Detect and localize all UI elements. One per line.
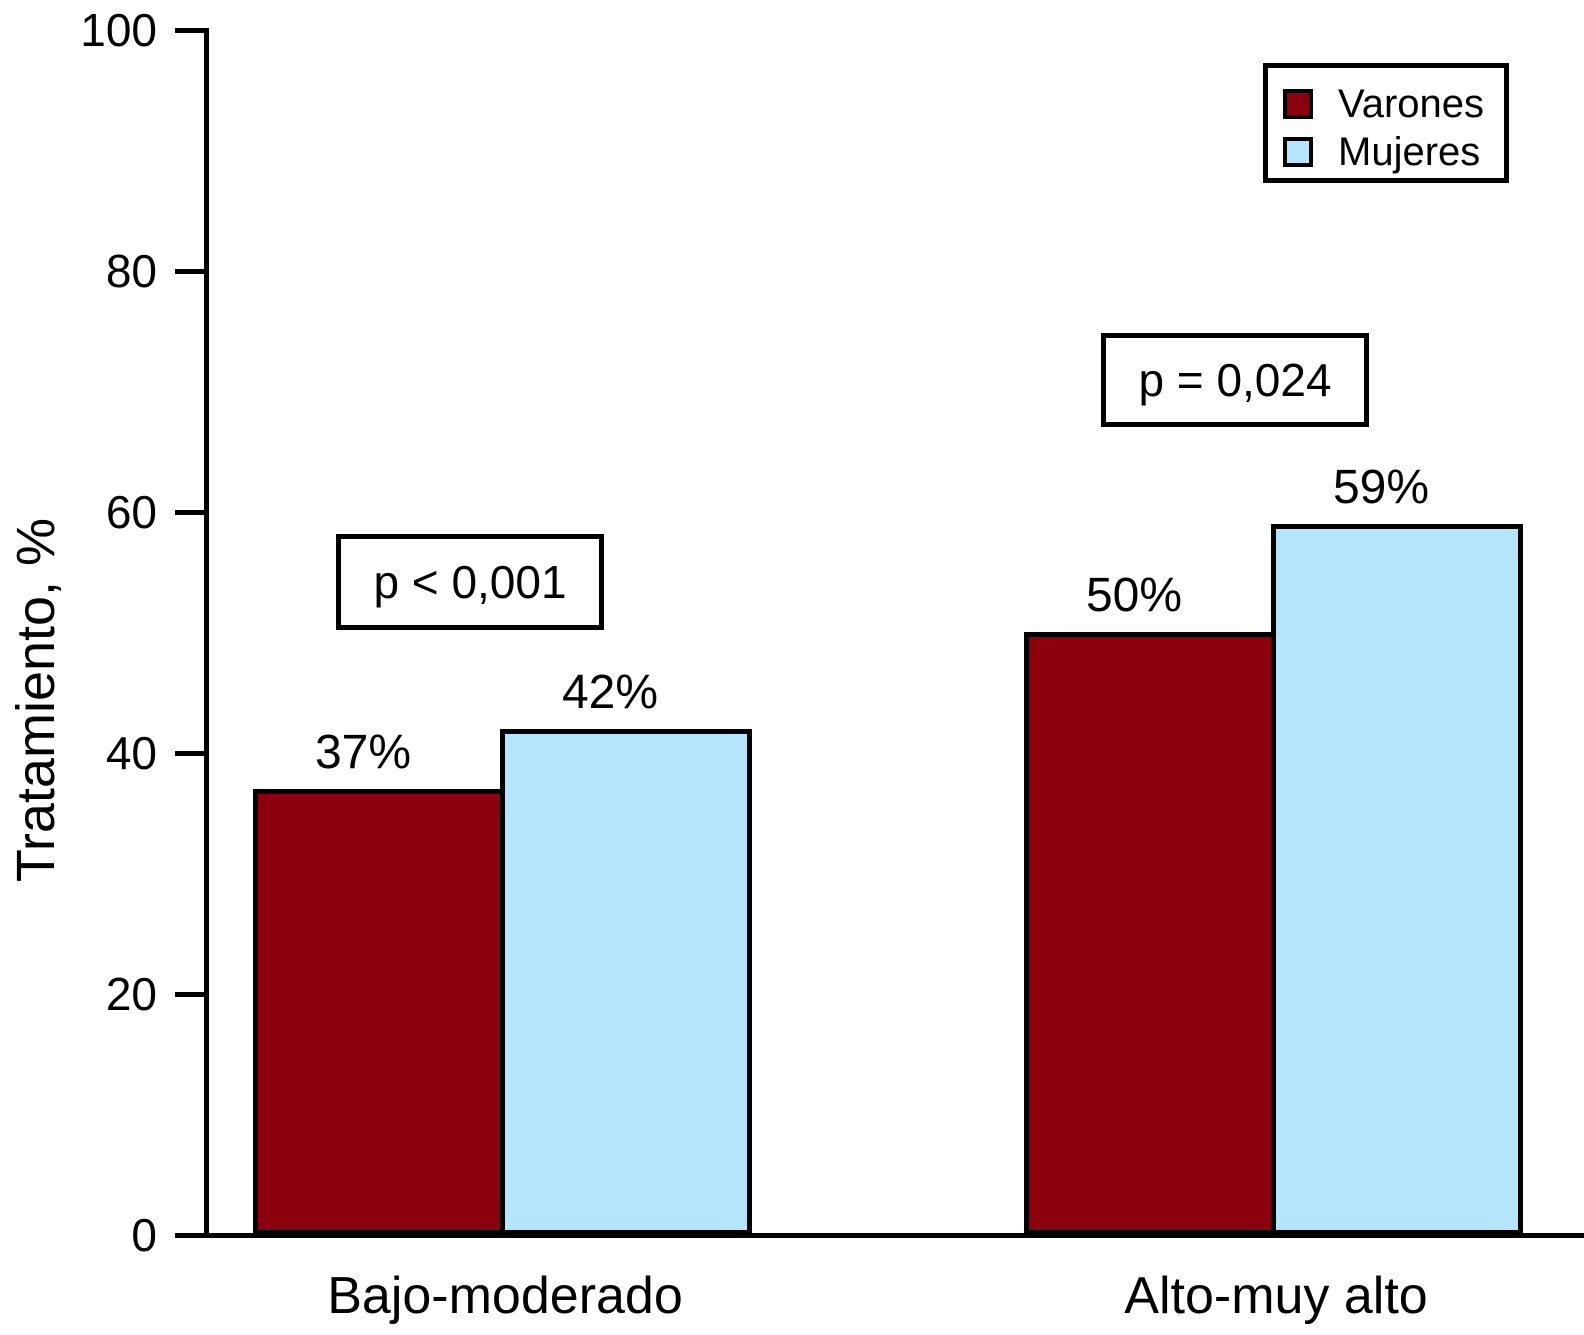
legend-swatch-mujeres — [1283, 137, 1313, 167]
p-value-box-alto-muy-alto: p = 0,024 — [1101, 333, 1369, 427]
y-tick — [175, 992, 205, 997]
x-category-label-alto-muy-alto: Alto-muy alto — [1124, 1267, 1428, 1325]
p-value-text-alto-muy-alto: p = 0,024 — [1138, 354, 1332, 406]
bar-value-label-mujeres-bajo-moderado: 42% — [561, 666, 659, 719]
y-tick-label: 80 — [105, 245, 157, 297]
p-value-box-bajo-moderado: p < 0,001 — [336, 534, 604, 630]
y-tick — [175, 510, 205, 515]
y-tick-label: 0 — [131, 1209, 157, 1261]
bar-value-label-varones-alto-muy-alto: 50% — [1085, 569, 1183, 622]
bar-value-label-mujeres-alto-muy-alto: 59% — [1332, 461, 1430, 514]
y-tick — [175, 28, 205, 33]
y-tick — [175, 1233, 205, 1238]
legend-swatch-varones — [1283, 89, 1313, 119]
bar-mujeres-alto-muy-alto — [1271, 524, 1523, 1235]
x-category-label-bajo-moderado: Bajo-moderado — [327, 1267, 683, 1325]
y-tick — [175, 269, 205, 274]
legend-item-mujeres: Mujeres — [1283, 128, 1504, 176]
y-tick-label: 40 — [105, 727, 157, 779]
legend-label-varones: Varones — [1338, 82, 1485, 126]
p-value-text-bajo-moderado: p < 0,001 — [373, 556, 567, 608]
legend: Varones Mujeres — [1263, 63, 1509, 183]
y-axis-title: Tratamiento, % — [6, 517, 66, 883]
y-tick-label: 20 — [105, 968, 157, 1020]
x-axis-line — [204, 1233, 1584, 1238]
bar-varones-bajo-moderado — [253, 789, 505, 1235]
bar-varones-alto-muy-alto — [1024, 632, 1276, 1235]
legend-label-mujeres: Mujeres — [1338, 130, 1481, 174]
legend-item-varones: Varones — [1283, 80, 1504, 128]
bar-value-label-varones-bajo-moderado: 37% — [314, 726, 412, 779]
bar-mujeres-bajo-moderado — [500, 729, 752, 1235]
y-axis-line — [204, 28, 209, 1238]
y-tick — [175, 751, 205, 756]
y-tick-label: 60 — [105, 486, 157, 538]
y-tick-label: 100 — [80, 4, 157, 56]
